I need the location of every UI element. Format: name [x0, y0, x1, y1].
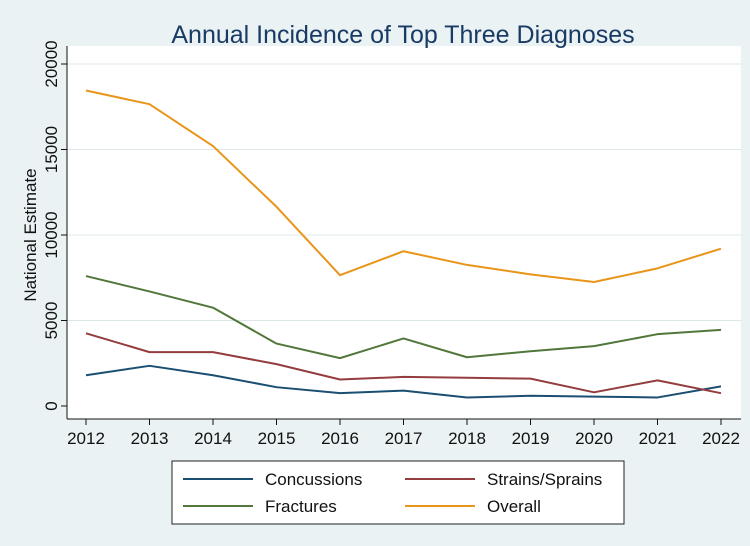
legend: Concussions Strains/Sprains Fractures Overa… [171, 460, 625, 525]
y-tick-label: 15000 [42, 126, 61, 173]
y-axis-title: National Estimate [21, 168, 40, 301]
x-tick-label: 2014 [194, 429, 232, 448]
legend-label-fractures: Fractures [265, 497, 337, 516]
legend-box [171, 460, 625, 525]
series-line-overall [85, 89, 722, 284]
gridlines [67, 63, 741, 321]
x-tick-label: 2018 [448, 429, 486, 448]
plot-area [67, 46, 741, 419]
x-tick-label: 2015 [258, 429, 296, 448]
chart-title: Annual Incidence of Top Three Diagnoses [171, 21, 634, 49]
series-line-strains-sprains [85, 332, 722, 395]
y-tick-label: 0 [42, 401, 61, 410]
series-line-concussions [85, 364, 722, 399]
y-tick-label: 20000 [42, 40, 61, 87]
legend-label-concussions: Concussions [265, 470, 362, 489]
x-tick-label: 2017 [385, 429, 423, 448]
y-tick-label: 10000 [42, 211, 61, 258]
series-lines [85, 89, 722, 399]
x-tick-label: 2012 [67, 429, 105, 448]
x-tick-label: 2016 [321, 429, 359, 448]
series-line-fractures [85, 275, 722, 360]
y-tick-label: 5000 [42, 302, 61, 340]
x-tick-label: 2013 [131, 429, 169, 448]
x-tick-label: 2022 [702, 429, 740, 448]
legend-label-overall: Overall [487, 497, 541, 516]
axes: 0 5000 10000 15000 20000 2012 2013 2014 2015 2016… [42, 40, 741, 448]
x-tick-label: 2019 [512, 429, 550, 448]
x-tick-label: 2020 [575, 429, 613, 448]
x-tick-label: 2021 [639, 429, 677, 448]
legend-label-strains-sprains: Strains/Sprains [487, 470, 602, 489]
